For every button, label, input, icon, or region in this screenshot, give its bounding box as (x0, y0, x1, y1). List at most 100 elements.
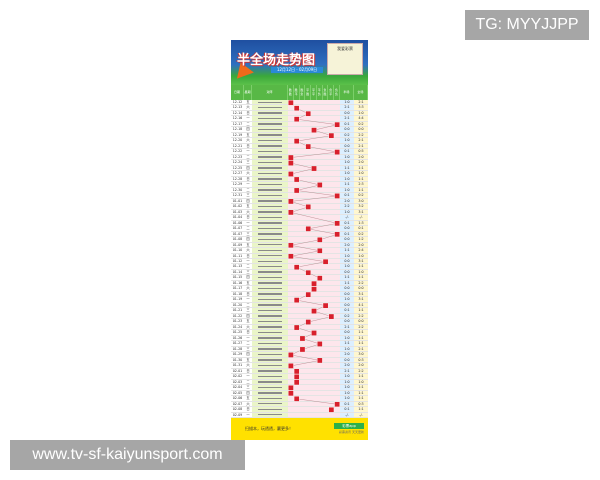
row-half-score: 1:1 (340, 280, 354, 286)
row-result-grid (288, 165, 340, 171)
row-half-score: 2:1 (340, 368, 354, 374)
row-full-score: 2:2 (354, 368, 368, 374)
row-full-score: 2:0 (354, 154, 368, 160)
row-half-score: 0:1 (340, 407, 354, 412)
row-date: 12-20 (232, 138, 243, 143)
row-date: 01-20 (232, 302, 243, 307)
row-half-score: 0:1 (340, 193, 354, 198)
row-weekday: 日 (246, 407, 250, 412)
row-match (252, 132, 288, 138)
row-weekday: 四 (246, 390, 250, 395)
row-result-grid (288, 110, 340, 116)
table-row: 02-09 一 -/- -/- (231, 412, 368, 418)
row-full-score: 1:1 (354, 165, 368, 171)
row-full-score: 0:2 (354, 193, 368, 198)
row-match (252, 220, 288, 226)
row-match (252, 193, 288, 198)
column-header: 负平 (328, 85, 335, 100)
row-full-score: 3:1 (354, 259, 368, 264)
row-weekday: 六 (246, 138, 250, 143)
row-full-score: 0:0 (354, 286, 368, 291)
row-date: 02-08 (232, 407, 243, 412)
row-full-score: 3:1 (354, 297, 368, 302)
row-match (252, 269, 288, 275)
row-full-score: 0:2 (354, 121, 368, 127)
row-full-score: 1:1 (354, 308, 368, 313)
row-half-score: 1:0 (340, 209, 354, 215)
row-match (252, 302, 288, 308)
row-weekday: 四 (246, 165, 250, 170)
date-range: 12月12日 - 02月09日 (271, 67, 323, 73)
table-row: 12-12 五 1:0 2:1 (231, 100, 368, 106)
row-weekday: 日 (246, 143, 250, 148)
row-weekday: 五 (246, 319, 250, 324)
row-match (252, 165, 288, 171)
row-date: 01-17 (232, 286, 243, 291)
row-full-score: 0:1 (354, 226, 368, 231)
row-date: 01-09 (232, 242, 243, 247)
row-date: 12-14 (232, 110, 243, 115)
watermark-tg: TG: MYYJJPP (465, 10, 589, 40)
row-weekday: 五 (246, 204, 250, 209)
row-half-score: 0:2 (340, 313, 354, 319)
row-full-score: 3:2 (354, 204, 368, 209)
row-full-score: 1:1 (354, 330, 368, 335)
row-match (252, 396, 288, 401)
row-date: 01-21 (232, 308, 243, 313)
row-date: 12-24 (232, 160, 243, 165)
row-date: 02-06 (232, 396, 243, 401)
row-date: 01-10 (232, 248, 243, 253)
row-match (252, 231, 288, 237)
table-row: 02-02 一 1:0 1:1 (231, 374, 368, 380)
column-header: 日期 (231, 85, 244, 100)
row-weekday: 二 (246, 379, 250, 384)
row-match (252, 121, 288, 127)
row-date: 01-11 (232, 253, 243, 258)
row-half-score: -/- (340, 215, 354, 220)
row-full-score: 2:2 (354, 132, 368, 138)
row-result-grid (288, 352, 340, 357)
row-result-grid (288, 363, 340, 368)
row-half-score: 0:0 (340, 357, 354, 363)
row-full-score: 2:0 (354, 242, 368, 248)
row-half-score: 1:0 (340, 374, 354, 379)
row-match (252, 138, 288, 143)
row-weekday: 六 (246, 105, 250, 110)
row-date: 12-21 (232, 143, 243, 148)
row-date: 01-16 (232, 280, 243, 285)
row-half-score: 0:0 (340, 319, 354, 324)
row-date: 01-27 (232, 341, 243, 346)
row-full-score: 1:0 (354, 110, 368, 116)
column-header: 胜负 (300, 85, 306, 100)
row-full-score: 1:1 (354, 374, 368, 379)
row-weekday: 三 (246, 269, 250, 274)
row-match (252, 187, 288, 193)
row-half-score: 0:2 (340, 132, 354, 138)
row-half-score: 1:0 (340, 154, 354, 160)
row-half-score: 0:0 (340, 291, 354, 297)
row-half-score: 2:0 (340, 352, 354, 357)
row-full-score: 3:0 (354, 352, 368, 357)
row-weekday: 三 (246, 346, 250, 351)
row-match (252, 335, 288, 341)
row-full-score: 1:3 (354, 220, 368, 226)
row-weekday: 六 (246, 171, 250, 176)
row-weekday: 日 (246, 291, 250, 296)
row-weekday: 日 (246, 215, 250, 220)
row-match (252, 390, 288, 396)
row-weekday: 日 (246, 110, 250, 115)
row-full-score: 0:3 (354, 401, 368, 407)
row-full-score: -/- (354, 215, 368, 220)
row-weekday: 五 (246, 396, 250, 401)
table-row: 02-01 日 2:1 2:2 (231, 368, 368, 375)
row-result-grid (288, 237, 340, 242)
row-date: 01-07 (232, 231, 243, 236)
row-result-grid (288, 138, 340, 143)
row-date: 01-23 (232, 319, 243, 324)
row-weekday: 四 (246, 352, 250, 357)
row-weekday: 四 (246, 313, 250, 318)
row-half-score: 2:2 (340, 204, 354, 209)
row-result-grid (288, 390, 340, 396)
row-date: 01-01 (232, 198, 243, 203)
table-row: 02-08 日 0:1 1:1 (231, 407, 368, 413)
